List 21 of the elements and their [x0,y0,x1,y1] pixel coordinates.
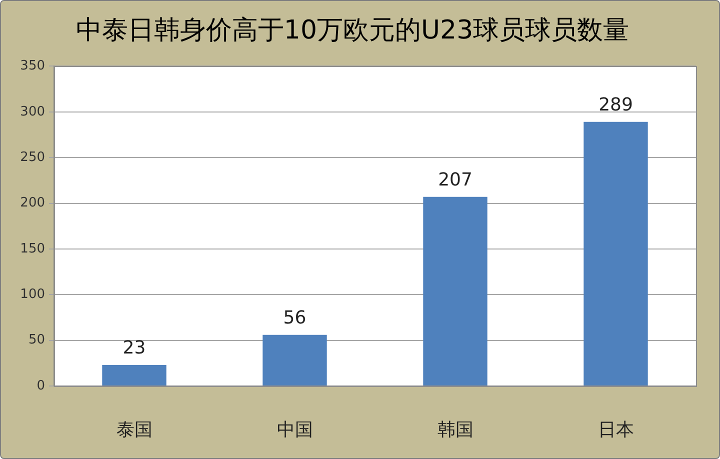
y-tick-label: 300 [20,104,45,120]
bar [262,334,327,386]
x-tick-label: 韩国 [437,419,474,440]
y-tick-label: 200 [20,196,45,211]
chart-title: 中泰日韩身价高于10万欧元的U23球员球员数量 [76,15,630,46]
y-tick-label: 100 [20,287,45,302]
x-tick-label: 泰国 [116,419,152,440]
y-tick-label: 150 [20,241,45,256]
x-tick-label: 中国 [276,419,313,440]
y-tick-label: 250 [20,150,45,165]
bar [584,122,648,386]
y-tick-label: 350 [20,58,45,74]
data-label: 289 [598,94,633,116]
bar [102,364,166,386]
x-tick-label: 日本 [598,419,634,440]
data-label: 23 [122,338,146,359]
data-label: 207 [438,170,472,191]
bar [423,196,488,386]
y-tick-label: 0 [36,378,45,394]
y-tick-label: 50 [28,332,45,348]
data-label: 56 [283,308,306,329]
